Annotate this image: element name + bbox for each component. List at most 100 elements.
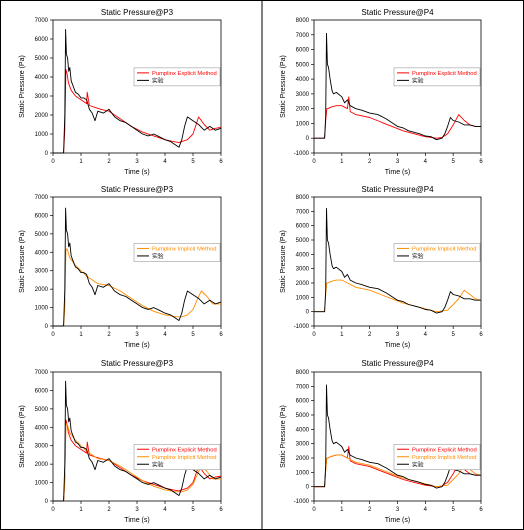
- legend-entry: Pumplinx Implicit Method: [152, 455, 216, 461]
- y-tick-label: 1000: [35, 481, 49, 487]
- legend-entry: 实验: [152, 77, 164, 85]
- series-line-experiment: [53, 207, 222, 327]
- x-tick-label: 3: [396, 332, 400, 338]
- x-tick-label: 1: [79, 507, 83, 513]
- y-tick-label: 1000: [35, 132, 49, 138]
- x-axis-label: Time (s): [385, 169, 410, 176]
- y-tick-label: 6000: [35, 37, 49, 43]
- x-tick-label: 0: [51, 507, 55, 513]
- chart-title: Static Pressure@P4: [361, 8, 434, 17]
- y-tick-label: 0: [45, 151, 49, 157]
- y-axis-label: Static Pressure (Pa): [280, 405, 287, 468]
- chart-title: Static Pressure@P4: [361, 359, 434, 368]
- legend-entry: 实验: [412, 77, 424, 85]
- x-tick-label: 2: [368, 507, 372, 513]
- x-tick-label: 4: [424, 507, 428, 513]
- chart-title: Static Pressure@P3: [101, 359, 174, 368]
- plot-area: [52, 19, 222, 154]
- x-tick-label: 6: [219, 332, 223, 338]
- y-tick-label: 7000: [35, 18, 49, 24]
- y-axis-label: Static Pressure (Pa): [19, 230, 26, 293]
- series-line-explicit: [53, 419, 222, 502]
- x-tick-label: 5: [451, 332, 455, 338]
- chart-panel-5: Static Pressure@P3 0 1 2 3 4 5 6 0 1000 2000 3000 40…: [19, 359, 223, 524]
- x-tick-label: 0: [312, 332, 316, 338]
- series-line-experiment: [314, 208, 481, 314]
- legend-entry: 实验: [152, 252, 164, 260]
- y-tick-label: 4000: [296, 252, 310, 258]
- chart-panel-6: Static Pressure@P40 1 2 3 4 5 6-10000100020003…: [280, 359, 483, 524]
- plot-area: [313, 19, 482, 154]
- y-tick-label: 7000: [296, 209, 310, 215]
- chart-panel-2: Static Pressure@P40 1 2 3 4 5 6-10000100020003…: [280, 8, 483, 176]
- y-tick-label: 5000: [296, 62, 310, 68]
- x-tick-label: 2: [368, 159, 372, 165]
- series-line-implicit: [314, 454, 482, 488]
- legend-box: [393, 67, 481, 87]
- x-axis-label: Time (s): [124, 169, 149, 176]
- x-tick-label: 6: [219, 159, 223, 165]
- chart-panel-3: Static Pressure@P3 0 1 2 3 4 5 6 0 1000 2000 3000 40…: [19, 185, 223, 349]
- x-tick-label: 0: [312, 159, 316, 165]
- y-tick-label: 6000: [296, 48, 310, 54]
- legend-entry: Pumplinx Explicit Method: [152, 71, 217, 77]
- legend-box: [133, 243, 221, 262]
- x-tick-label: 0: [51, 332, 55, 338]
- y-tick-label: 3000: [35, 94, 49, 100]
- y-tick-label: 8000: [296, 195, 310, 201]
- y-tick-label: 4000: [35, 250, 49, 256]
- chart-title: Static Pressure@P4: [361, 185, 434, 194]
- y-tick-label: 5000: [35, 407, 49, 413]
- y-tick-label: 0: [306, 136, 310, 142]
- series-line-explicit: [314, 96, 481, 139]
- y-axis-label: Static Pressure (Pa): [280, 230, 287, 293]
- plot-area: [313, 371, 482, 502]
- x-tick-label: 3: [135, 159, 139, 165]
- x-tick-label: 4: [424, 159, 428, 165]
- x-tick-label: 6: [479, 332, 483, 338]
- legend-entry: Pumplinx Implicit Method: [152, 247, 216, 253]
- x-tick-label: 4: [424, 332, 428, 338]
- x-axis-label: Time (s): [124, 342, 149, 349]
- x-tick-label: 2: [107, 332, 111, 338]
- series-line-experiment: [53, 29, 222, 154]
- y-tick-label: 8000: [296, 370, 310, 376]
- x-tick-label: 5: [451, 507, 455, 513]
- x-tick-label: 3: [396, 159, 400, 165]
- series-line-experiment: [314, 32, 481, 141]
- y-tick-label: 2000: [296, 107, 310, 113]
- legend: Pumplinx Explicit Method Pumplinx Implici…: [133, 443, 221, 470]
- y-axis-label: Static Pressure (Pa): [280, 55, 287, 118]
- x-tick-label: 5: [191, 159, 195, 165]
- legend-entry: 实验: [412, 460, 424, 468]
- x-tick-label: 6: [479, 507, 483, 513]
- y-tick-label: 1000: [296, 470, 310, 476]
- y-tick-label: 7000: [296, 33, 310, 39]
- y-tick-label: 7000: [35, 370, 49, 376]
- y-tick-label: 5000: [35, 56, 49, 62]
- legend-box: [393, 443, 481, 470]
- y-tick-label: 5000: [296, 238, 310, 244]
- y-tick-label: 2000: [35, 462, 49, 468]
- x-tick-label: 3: [135, 507, 139, 513]
- chart-panel-4: Static Pressure@P40 1 2 3 4 5 6-10000100020003…: [280, 185, 483, 349]
- x-tick-label: 5: [191, 507, 195, 513]
- x-tick-label: 5: [191, 332, 195, 338]
- y-tick-label: -1000: [294, 324, 310, 330]
- y-tick-label: 1000: [296, 295, 310, 301]
- x-tick-label: 4: [163, 332, 167, 338]
- y-tick-label: 4000: [35, 425, 49, 431]
- y-tick-label: 0: [306, 485, 310, 491]
- x-tick-label: 1: [340, 159, 344, 165]
- y-tick-label: 7000: [35, 195, 49, 201]
- legend-entry: Pumplinx Implicit Method: [412, 247, 476, 253]
- y-tick-label: 2000: [35, 287, 49, 293]
- x-tick-label: 1: [340, 332, 344, 338]
- y-tick-label: 0: [45, 499, 49, 505]
- legend-entry: Pumplinx Explicit Method: [412, 447, 477, 453]
- y-tick-label: 2000: [296, 281, 310, 287]
- x-tick-label: 1: [79, 159, 83, 165]
